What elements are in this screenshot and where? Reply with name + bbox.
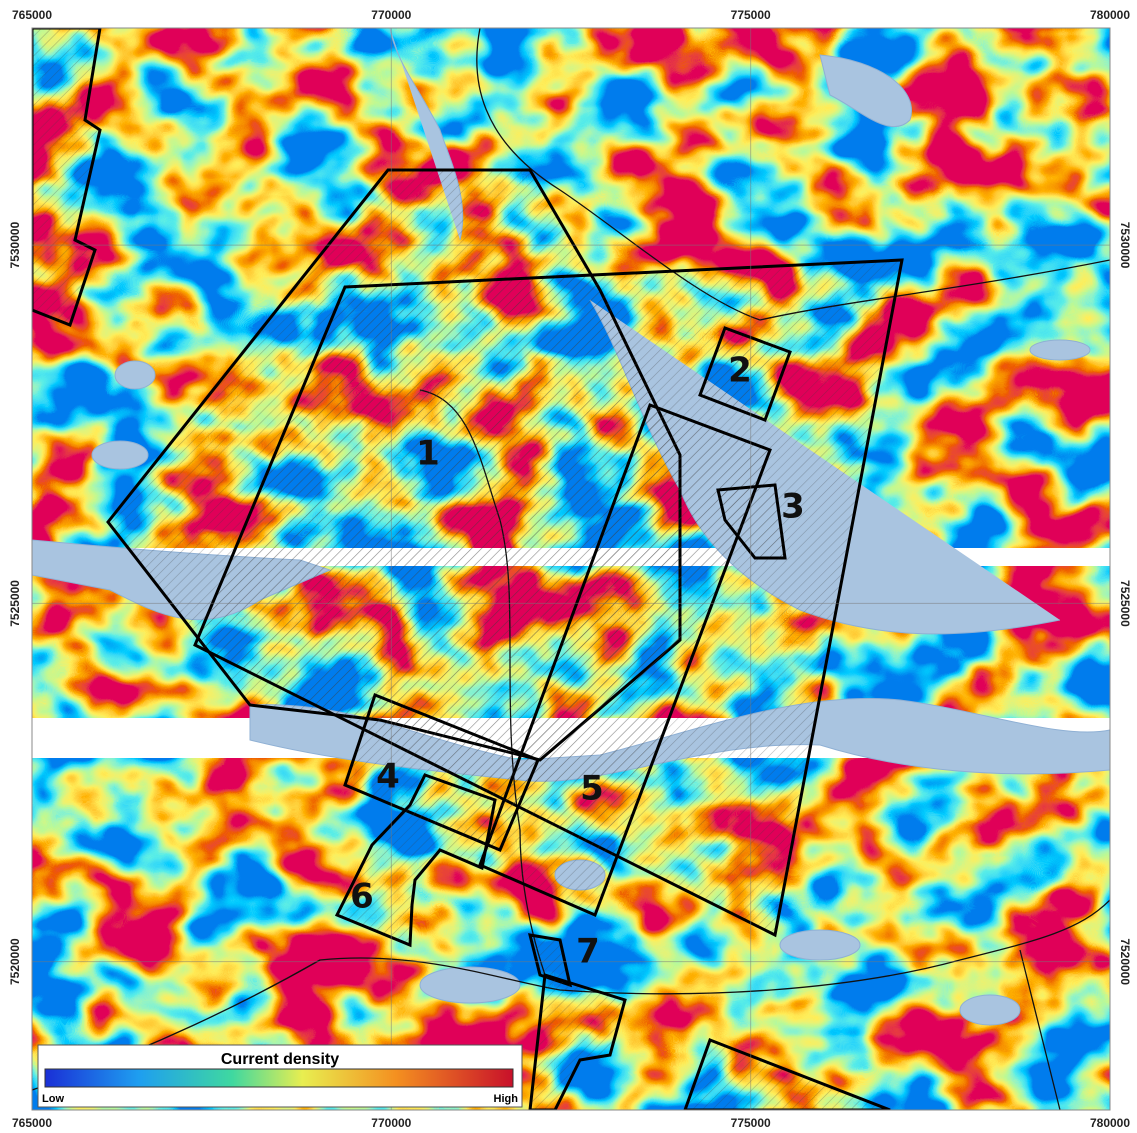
color-ramp	[45, 1069, 513, 1087]
map-view: 1 2 3 4 5 6 7 Current density Low High 765000 7…	[0, 0, 1137, 1133]
x-tick-label-top: 780000	[1090, 8, 1130, 22]
area-label: 6	[350, 877, 374, 917]
area-label: 3	[781, 487, 805, 527]
area-label: 1	[416, 434, 440, 474]
area-label: 4	[376, 757, 400, 797]
area-label: 7	[576, 932, 600, 972]
x-tick-label-bottom: 780000	[1090, 1116, 1130, 1130]
x-tick-label-top: 765000	[12, 8, 52, 22]
y-tick-label-right: 7520000	[1118, 938, 1132, 985]
area-label: 5	[580, 769, 604, 809]
x-tick-label-top: 770000	[371, 8, 411, 22]
legend-low: Low	[42, 1093, 64, 1105]
y-tick-label-left: 7525000	[8, 580, 22, 627]
y-tick-label-right: 7530000	[1118, 222, 1132, 269]
x-tick-label-top: 775000	[731, 8, 771, 22]
area-label: 2	[728, 351, 752, 391]
legend-title: Current density	[221, 1051, 339, 1068]
map-frame	[32, 28, 1110, 1110]
y-tick-label-left: 7520000	[8, 938, 22, 985]
y-tick-label-right: 7525000	[1118, 580, 1132, 627]
legend-high: High	[494, 1093, 519, 1105]
x-tick-label-bottom: 765000	[12, 1116, 52, 1130]
y-tick-label-left: 7530000	[8, 221, 22, 268]
x-tick-label-bottom: 770000	[371, 1116, 411, 1130]
legend: Current density Low High	[38, 1045, 522, 1107]
x-tick-label-bottom: 775000	[731, 1116, 771, 1130]
